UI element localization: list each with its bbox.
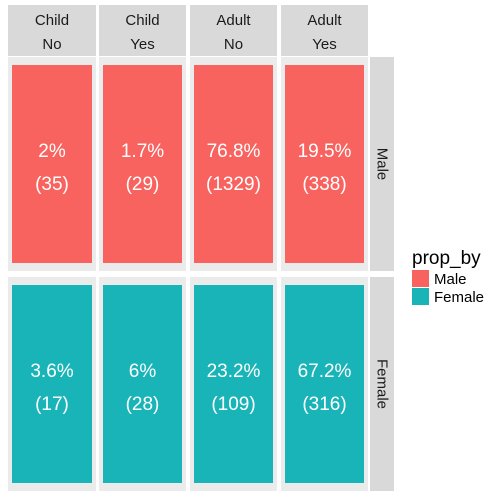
column-strips: Child No Child Yes Adult No Adult Yes — [8, 5, 368, 56]
bar-male-adult-yes — [285, 65, 364, 263]
column-strip-label-top: Adult — [216, 12, 251, 29]
bar-male-child-no — [12, 65, 92, 263]
column-strip-adult-no — [190, 5, 277, 56]
row-strip-label-female: Female — [374, 359, 391, 409]
bar-male-adult-no — [194, 65, 273, 263]
cell-percent-label: 67.2% — [298, 361, 352, 382]
facet-panels: 2% (35) 1.7% (29) 76.8% (1329) 19.5% (338) 3.6% (… — [8, 57, 368, 491]
cell-count-label: (338) — [302, 174, 346, 195]
cell-percent-label: 76.8% — [207, 141, 261, 162]
cell-percent-label: 23.2% — [207, 361, 261, 382]
cell-percent-label: 6% — [129, 361, 157, 382]
column-strip-label-bottom: No — [42, 36, 61, 53]
column-strip-child-yes — [99, 5, 186, 56]
column-strip-adult-yes — [281, 5, 368, 56]
column-strip-label-top: Child — [35, 12, 69, 29]
cell-count-label: (17) — [35, 394, 69, 415]
legend-key-male — [412, 270, 429, 287]
column-strip-label-bottom: No — [224, 36, 243, 53]
cell-count-label: (29) — [126, 174, 160, 195]
cell-count-label: (1329) — [206, 174, 261, 195]
legend-key-female — [412, 288, 429, 305]
cell-count-label: (28) — [126, 394, 160, 415]
row-strip-male — [370, 57, 394, 271]
row-strip-label-male: Male — [374, 148, 391, 181]
column-strip-label-top: Child — [125, 12, 159, 29]
column-strip-label-bottom: Yes — [312, 36, 336, 53]
bar-male-child-yes — [103, 65, 182, 263]
bar-female-child-yes — [103, 285, 182, 483]
cell-count-label: (109) — [211, 394, 255, 415]
row-strips: Male Female — [370, 57, 394, 491]
bar-female-child-no — [12, 285, 92, 483]
cell-percent-label: 1.7% — [121, 141, 164, 162]
column-strip-child-no — [8, 5, 96, 56]
column-strip-label-top: Adult — [307, 12, 342, 29]
bar-female-adult-no — [194, 285, 273, 483]
cell-percent-label: 19.5% — [298, 141, 352, 162]
bar-female-adult-yes — [285, 285, 364, 483]
legend-label-female: Female — [434, 289, 484, 306]
column-strip-label-bottom: Yes — [130, 36, 154, 53]
legend-label-male: Male — [434, 271, 467, 288]
cell-percent-label: 3.6% — [30, 361, 73, 382]
cell-count-label: (35) — [35, 174, 69, 195]
row-strip-female — [370, 277, 394, 491]
legend-title: prop_by — [412, 248, 481, 269]
cell-percent-label: 2% — [38, 141, 66, 162]
cell-count-label: (316) — [302, 394, 346, 415]
